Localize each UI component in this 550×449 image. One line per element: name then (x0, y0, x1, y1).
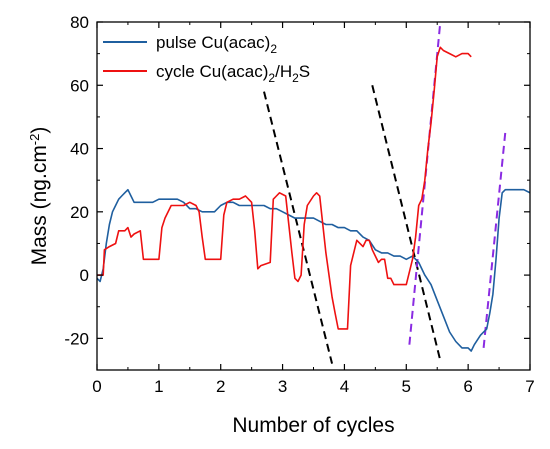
x-tick-label: 0 (92, 377, 101, 396)
legend-text-part: S (299, 62, 310, 81)
x-tick-label: 5 (402, 377, 411, 396)
legend-label-1: pulse Cu(acac)2 (156, 33, 277, 56)
series-line-1 (97, 188, 530, 352)
y-tick-label: 40 (70, 140, 89, 159)
legend-text-part: cycle Cu(acac) (156, 62, 268, 81)
x-tick-label: 7 (525, 377, 534, 396)
legend-text-part: /H (275, 62, 292, 81)
fit-line-4 (482, 132, 507, 348)
y-axis-title-main: Mass (ng.cm (28, 145, 51, 265)
y-axis-title-sup: -2 (27, 134, 42, 146)
y-tick-label: 60 (70, 76, 89, 95)
legend-subscript: 2 (292, 71, 299, 85)
y-tick-label: 0 (80, 266, 89, 285)
x-tick-label: 1 (154, 377, 163, 396)
legend-text-part: pulse Cu(acac) (156, 33, 270, 52)
legend-subscript: 2 (268, 71, 275, 85)
y-tick-label: 20 (70, 203, 89, 222)
x-tick-label: 3 (278, 377, 287, 396)
x-axis-title: Number of cycles (232, 414, 394, 437)
fit-line-1 (263, 91, 334, 364)
axes: 0 1 2 3 4 5 6 7 -20 0 20 40 60 80 (64, 13, 534, 396)
y-axis-title-close: ) (28, 127, 51, 134)
y-axis-title: Mass (ng.cm-2) (27, 127, 51, 266)
x-tick-label: 2 (216, 377, 225, 396)
x-tick-label: 6 (463, 377, 472, 396)
y-tick-label: 80 (70, 13, 89, 32)
series-line-2 (97, 46, 472, 330)
legend-subscript: 2 (270, 42, 277, 56)
legend-label-2: cycle Cu(acac)2/H2S (156, 62, 310, 85)
fit-line-2 (371, 85, 442, 361)
plot-area (97, 22, 530, 364)
y-tick-label: -20 (64, 329, 89, 348)
x-tick-label: 4 (340, 377, 349, 396)
